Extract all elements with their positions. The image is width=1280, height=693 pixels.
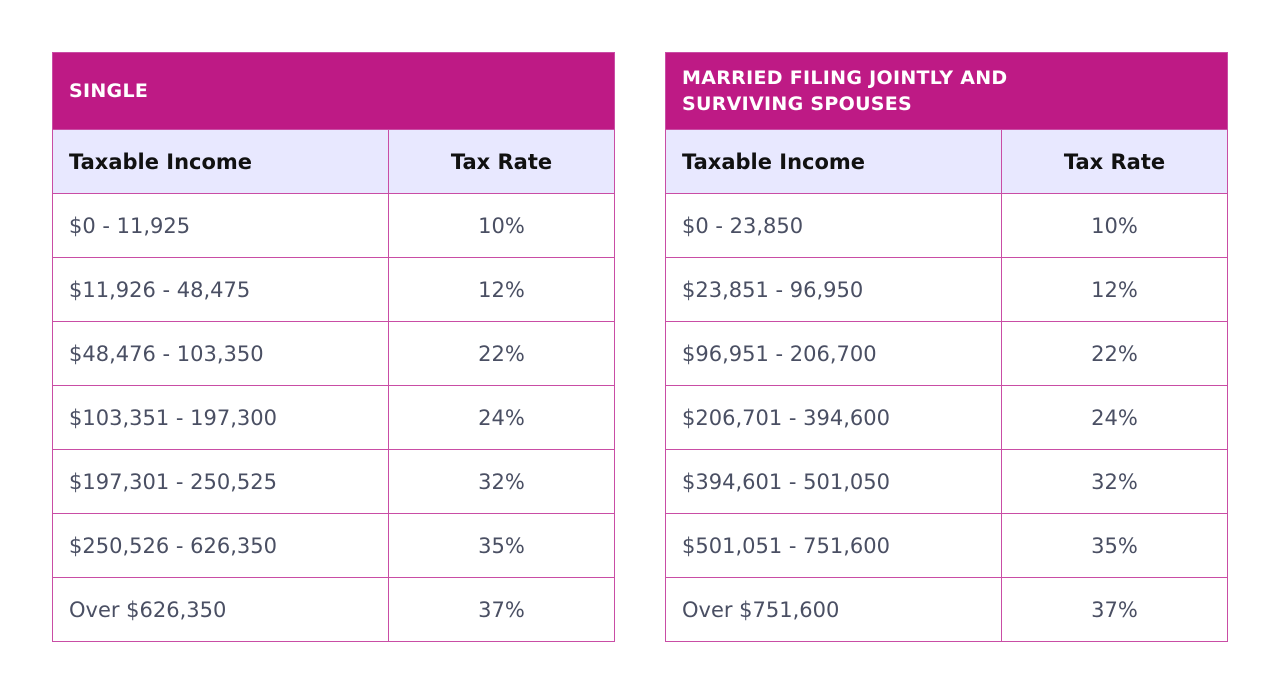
table-row: $48,476 - 103,350 22% — [52, 321, 615, 386]
taxable-income-cell: $48,476 - 103,350 — [52, 321, 389, 386]
table-row: Over $626,350 37% — [52, 577, 615, 642]
tax-rate-cell: 24% — [1001, 385, 1228, 450]
taxable-income-cell: $394,601 - 501,050 — [665, 449, 1002, 514]
taxable-income-cell: $11,926 - 48,475 — [52, 257, 389, 322]
taxable-income-cell: Over $751,600 — [665, 577, 1002, 642]
tax-rate-cell: 35% — [388, 513, 615, 578]
taxable-income-cell: $501,051 - 751,600 — [665, 513, 1002, 578]
table-title: MARRIED FILING JOINTLY AND SURVIVING SPO… — [665, 52, 1228, 130]
taxable-income-cell: Over $626,350 — [52, 577, 389, 642]
taxable-income-cell: $197,301 - 250,525 — [52, 449, 389, 514]
tax-rate-cell: 24% — [388, 385, 615, 450]
taxable-income-cell: $103,351 - 197,300 — [52, 385, 389, 450]
taxable-income-cell: $0 - 23,850 — [665, 193, 1002, 258]
taxable-income-cell: $206,701 - 394,600 — [665, 385, 1002, 450]
tax-rate-cell: 12% — [1001, 257, 1228, 322]
tax-rate-cell: 32% — [388, 449, 615, 514]
table-row: $103,351 - 197,300 24% — [52, 385, 615, 450]
table-row: $206,701 - 394,600 24% — [665, 385, 1228, 450]
taxable-income-cell: $23,851 - 96,950 — [665, 257, 1002, 322]
table-row: $250,526 - 626,350 35% — [52, 513, 615, 578]
table-row: $23,851 - 96,950 12% — [665, 257, 1228, 322]
tax-rate-cell: 22% — [388, 321, 615, 386]
table-row: $0 - 23,850 10% — [665, 193, 1228, 258]
tax-rate-cell: 32% — [1001, 449, 1228, 514]
table-row: $501,051 - 751,600 35% — [665, 513, 1228, 578]
table-title: SINGLE — [52, 52, 615, 130]
table-row: $0 - 11,925 10% — [52, 193, 615, 258]
taxable-income-cell: $250,526 - 626,350 — [52, 513, 389, 578]
tax-rate-cell: 10% — [1001, 193, 1228, 258]
table-row: $96,951 - 206,700 22% — [665, 321, 1228, 386]
column-header-taxable-income: Taxable Income — [665, 129, 1002, 194]
married-joint-tax-table: MARRIED FILING JOINTLY AND SURVIVING SPO… — [665, 52, 1228, 642]
table-row: $11,926 - 48,475 12% — [52, 257, 615, 322]
tax-rate-cell: 10% — [388, 193, 615, 258]
single-tax-table: SINGLE Taxable Income Tax Rate $0 - 11,9… — [52, 52, 615, 642]
tax-rate-cell: 37% — [1001, 577, 1228, 642]
taxable-income-cell: $96,951 - 206,700 — [665, 321, 1002, 386]
tax-rate-cell: 12% — [388, 257, 615, 322]
taxable-income-cell: $0 - 11,925 — [52, 193, 389, 258]
column-header-tax-rate: Tax Rate — [1001, 129, 1228, 194]
tax-rate-cell: 35% — [1001, 513, 1228, 578]
table-title-line-2: SURVIVING SPOUSES — [682, 93, 913, 115]
table-row: $197,301 - 250,525 32% — [52, 449, 615, 514]
tax-rate-cell: 37% — [388, 577, 615, 642]
column-header-tax-rate: Tax Rate — [388, 129, 615, 194]
table-row: $394,601 - 501,050 32% — [665, 449, 1228, 514]
table-row: Over $751,600 37% — [665, 577, 1228, 642]
tax-rate-cell: 22% — [1001, 321, 1228, 386]
column-header-taxable-income: Taxable Income — [52, 129, 389, 194]
table-title-line-1: MARRIED FILING JOINTLY AND — [682, 67, 1008, 89]
